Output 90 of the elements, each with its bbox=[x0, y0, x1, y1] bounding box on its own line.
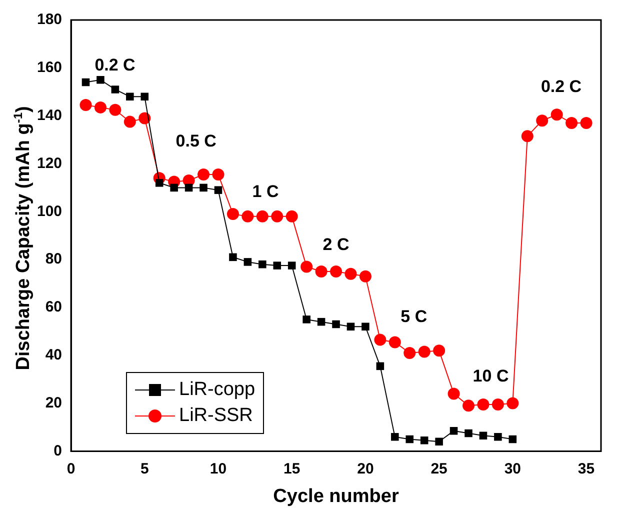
point bbox=[273, 262, 282, 270]
point bbox=[138, 112, 151, 124]
annotation: 5 C bbox=[400, 306, 428, 326]
point bbox=[286, 210, 298, 222]
point bbox=[258, 260, 266, 268]
y-tick-label: 60 bbox=[45, 298, 62, 316]
point bbox=[376, 362, 384, 370]
point bbox=[214, 186, 222, 194]
point bbox=[374, 334, 386, 346]
point bbox=[433, 344, 446, 357]
y-tick-label: 140 bbox=[36, 106, 62, 124]
y-tick-label: 20 bbox=[45, 394, 62, 412]
point bbox=[155, 179, 164, 187]
x-tick-label: 15 bbox=[284, 460, 300, 478]
point bbox=[566, 117, 578, 130]
y-tick-label: 100 bbox=[36, 202, 62, 220]
point bbox=[362, 322, 370, 331]
legend-label: LiR-copp bbox=[179, 379, 256, 401]
annotation: 1 C bbox=[252, 182, 279, 202]
point bbox=[418, 346, 430, 358]
point bbox=[226, 208, 239, 220]
point bbox=[330, 266, 342, 278]
annotation: 10 C bbox=[472, 366, 509, 386]
point bbox=[420, 436, 428, 444]
annotation: 0.5 C bbox=[176, 132, 216, 151]
point bbox=[506, 397, 519, 410]
point bbox=[359, 270, 372, 282]
point bbox=[435, 438, 443, 446]
point bbox=[94, 101, 106, 114]
x-tick-label: 35 bbox=[578, 460, 595, 478]
point bbox=[124, 116, 136, 128]
point bbox=[448, 388, 460, 400]
point bbox=[288, 262, 296, 270]
point bbox=[271, 210, 284, 222]
x-tick-label: 30 bbox=[504, 460, 522, 478]
point bbox=[391, 432, 399, 441]
x-axis-title: Cycle number bbox=[273, 486, 400, 507]
point bbox=[300, 260, 313, 273]
point bbox=[492, 398, 504, 410]
legend-label: LiR-SSR bbox=[179, 405, 253, 427]
x-tick-label: 25 bbox=[430, 460, 448, 478]
annotation: 2 C bbox=[322, 234, 350, 254]
point bbox=[477, 398, 490, 410]
point bbox=[406, 435, 414, 444]
y-tick-label: 40 bbox=[45, 346, 62, 364]
point bbox=[536, 114, 548, 127]
point bbox=[229, 253, 237, 262]
point bbox=[170, 184, 178, 192]
point bbox=[200, 184, 208, 192]
point bbox=[256, 210, 268, 222]
annotation: 0.2 C bbox=[540, 76, 582, 96]
point bbox=[404, 346, 416, 359]
point bbox=[315, 266, 328, 278]
point bbox=[521, 130, 534, 142]
point bbox=[508, 435, 517, 444]
point bbox=[450, 426, 458, 435]
point bbox=[494, 432, 502, 441]
y-tick-label: 0 bbox=[54, 442, 62, 460]
y-tick-label: 80 bbox=[45, 250, 62, 268]
point bbox=[198, 168, 210, 181]
point bbox=[580, 117, 592, 130]
point bbox=[550, 108, 563, 121]
point bbox=[109, 104, 122, 116]
annotation: 0.2 C bbox=[94, 55, 136, 74]
x-tick-label: 10 bbox=[210, 460, 227, 478]
point bbox=[332, 320, 340, 328]
point bbox=[212, 168, 224, 181]
point bbox=[317, 318, 326, 326]
point bbox=[242, 210, 254, 222]
point bbox=[346, 322, 355, 331]
y-tick-label: 180 bbox=[36, 11, 62, 28]
x-tick-label: 0 bbox=[66, 460, 76, 478]
y-tick-label: 160 bbox=[36, 59, 62, 76]
point bbox=[80, 99, 92, 112]
point bbox=[479, 432, 488, 440]
point bbox=[111, 86, 120, 94]
point bbox=[96, 76, 104, 84]
point bbox=[140, 92, 149, 101]
point bbox=[464, 429, 472, 438]
point bbox=[344, 268, 357, 280]
y-tick-label: 120 bbox=[36, 154, 62, 172]
point bbox=[302, 316, 310, 324]
point bbox=[462, 400, 475, 412]
point bbox=[244, 258, 252, 266]
point bbox=[388, 336, 401, 348]
point bbox=[184, 184, 193, 192]
x-tick-label: 5 bbox=[140, 460, 149, 478]
point bbox=[82, 78, 90, 86]
point bbox=[126, 92, 134, 101]
x-tick-label: 20 bbox=[357, 460, 374, 478]
